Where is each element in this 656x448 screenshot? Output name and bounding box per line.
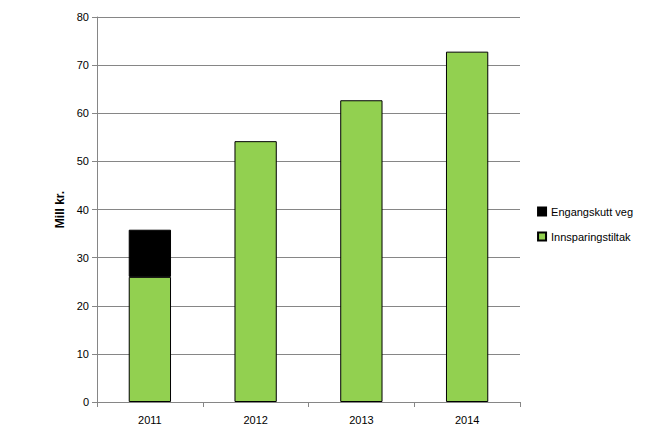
svg-text:0: 0	[83, 396, 89, 408]
svg-text:40: 40	[77, 204, 89, 216]
svg-text:2013: 2013	[349, 414, 373, 426]
svg-text:Innsparingstiltak: Innsparingstiltak	[551, 231, 631, 243]
svg-text:30: 30	[77, 252, 89, 264]
svg-text:50: 50	[77, 155, 89, 167]
svg-text:60: 60	[77, 107, 89, 119]
svg-text:Engangskutt veg: Engangskutt veg	[551, 206, 633, 218]
svg-text:2011: 2011	[138, 414, 162, 426]
svg-text:2012: 2012	[243, 414, 267, 426]
svg-text:80: 80	[77, 11, 89, 23]
svg-text:70: 70	[77, 59, 89, 71]
svg-text:2014: 2014	[455, 414, 479, 426]
svg-text:Mill kr.: Mill kr.	[53, 191, 67, 228]
svg-text:10: 10	[77, 348, 89, 360]
svg-text:20: 20	[77, 300, 89, 312]
